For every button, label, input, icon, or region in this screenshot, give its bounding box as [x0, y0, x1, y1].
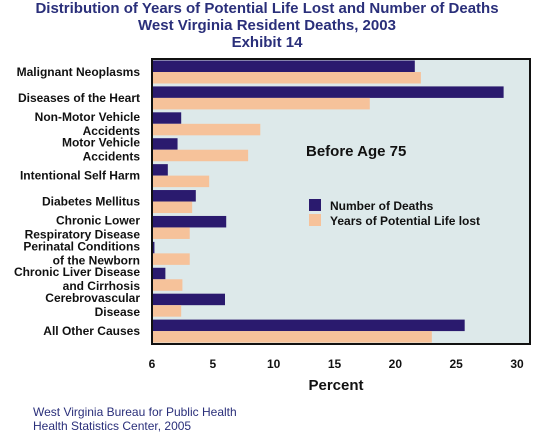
- x-tick-label-6: 30: [510, 357, 524, 371]
- bar-ypll-7: [152, 253, 190, 265]
- bar-deaths-0: [152, 60, 415, 72]
- x-tick-label-5: 25: [449, 357, 463, 371]
- source-line-1: West Virginia Bureau for Public Health: [33, 405, 237, 419]
- legend-swatch-ypll: [309, 214, 321, 226]
- x-tick-labels: 6 5 10 15 20 25 30: [149, 357, 524, 371]
- category-label-9: Cerebrovascular Disease: [45, 291, 140, 319]
- bar-deaths-10: [152, 319, 465, 332]
- category-label-3: Motor Vehicle Accidents: [62, 136, 140, 164]
- category-label-8: Chronic Liver Disease and Cirrhosis: [14, 265, 140, 293]
- bar-ypll-9: [152, 305, 182, 317]
- bar-deaths-3: [152, 138, 178, 150]
- legend-label-ypll: Years of Potential Life lost: [330, 214, 480, 228]
- bar-ypll-10: [152, 331, 432, 343]
- bar-deaths-1: [152, 86, 504, 98]
- source-line-2: Health Statistics Center, 2005: [33, 419, 192, 433]
- bar-ypll-8: [152, 279, 183, 291]
- category-label-1: Diseases of the Heart: [18, 91, 140, 105]
- bar-deaths-7: [152, 241, 155, 254]
- legend: Number of Deaths Years of Potential Life…: [309, 199, 480, 228]
- x-tick-label-3: 15: [328, 357, 342, 371]
- bar-ypll-0: [152, 72, 421, 84]
- plot-frame: [151, 58, 531, 345]
- bar-ypll-4: [152, 175, 210, 188]
- x-tick-label-2: 10: [267, 357, 281, 371]
- category-label-0: Malignant Neoplasms: [17, 65, 141, 79]
- bar-ypll-5: [152, 201, 193, 214]
- bar-deaths-6: [152, 215, 227, 228]
- bar-ypll-6: [152, 227, 190, 239]
- x-tick-label-0: 6: [149, 357, 156, 371]
- legend-swatch-deaths: [309, 199, 321, 211]
- bar-ypll-3: [152, 149, 249, 162]
- bars-group: [152, 60, 504, 343]
- category-label-2: Non-Motor Vehicle Accidents: [35, 110, 141, 138]
- category-label-6: Chronic Lower Respiratory Disease: [25, 213, 141, 241]
- bar-deaths-4: [152, 164, 168, 176]
- bar-ypll-1: [152, 97, 370, 110]
- bar-deaths-8: [152, 267, 166, 280]
- x-axis-label: Percent: [308, 377, 363, 394]
- bar-deaths-5: [152, 190, 196, 202]
- category-label-5: Diabetes Mellitus: [42, 195, 140, 209]
- bar-ypll-2: [152, 123, 261, 136]
- category-label-7: Perinatal Conditions of the Newborn: [23, 239, 140, 267]
- bar-deaths-2: [152, 112, 182, 124]
- category-label-4: Intentional Self Harm: [20, 169, 140, 183]
- bar-deaths-9: [152, 293, 225, 306]
- category-labels: Malignant Neoplasms Diseases of the Heart…: [14, 65, 140, 338]
- x-tick-label-4: 20: [389, 357, 403, 371]
- chart-title-line-3: Exhibit 14: [231, 34, 303, 51]
- chart-title-line-1: Distribution of Years of Potential Life …: [35, 0, 499, 17]
- chart-title-line-2: West Virginia Resident Deaths, 2003: [138, 17, 396, 34]
- legend-label-deaths: Number of Deaths: [330, 199, 434, 213]
- x-tick-label-1: 5: [209, 357, 216, 371]
- annotation-before-age-75: Before Age 75: [306, 143, 406, 160]
- category-label-10: All Other Causes: [43, 324, 140, 338]
